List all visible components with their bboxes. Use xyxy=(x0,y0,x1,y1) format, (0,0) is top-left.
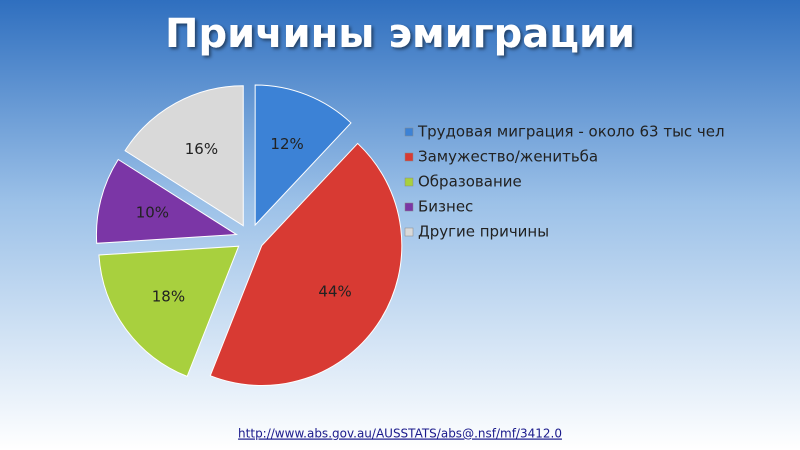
legend-marker xyxy=(404,152,414,162)
pie-slice xyxy=(209,142,403,386)
legend-marker xyxy=(404,177,414,187)
legend-label: Замужество/женитьба xyxy=(418,148,598,166)
pie-slice xyxy=(98,245,240,378)
legend-label: Трудовая миграция - около 63 тыс чел xyxy=(417,123,725,141)
legend-marker xyxy=(404,127,414,137)
data-label: 44% xyxy=(318,283,351,301)
pie-slice xyxy=(95,158,239,244)
data-label: 10% xyxy=(136,203,169,221)
legend-marker xyxy=(404,202,414,212)
pie-slice xyxy=(254,84,352,227)
data-label: 12% xyxy=(270,135,303,153)
pie-slice xyxy=(124,85,244,227)
legend-marker xyxy=(404,227,414,237)
legend-label: Другие причины xyxy=(418,223,549,241)
data-label: 18% xyxy=(152,288,185,306)
legend-label: Бизнес xyxy=(418,198,473,216)
source-link[interactable]: http://www.abs.gov.au/AUSSTATS/abs@.nsf/… xyxy=(238,427,562,441)
data-label: 16% xyxy=(185,140,218,158)
legend-label: Образование xyxy=(418,173,522,191)
slide-title: Причины эмиграции xyxy=(165,11,635,57)
